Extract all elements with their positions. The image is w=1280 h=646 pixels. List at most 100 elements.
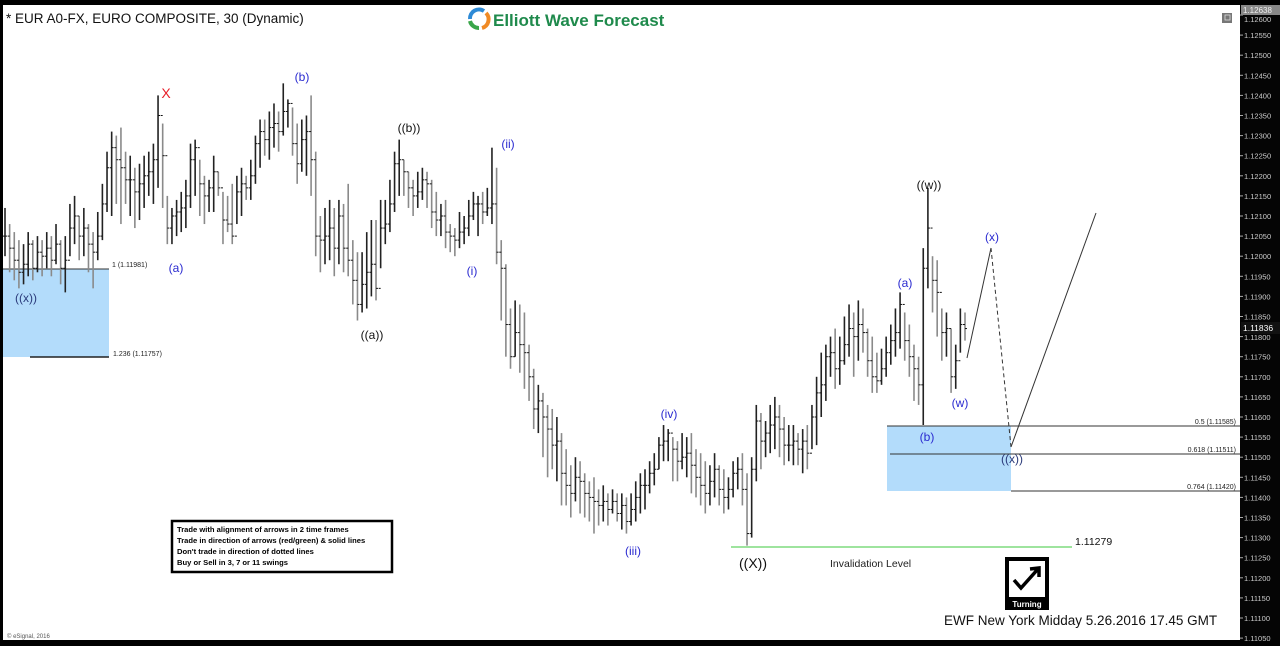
ohlc-bar [545,404,550,478]
ohlc-bar [494,167,499,265]
ohlc-bar [564,449,569,506]
ohlc-bar [559,433,564,506]
ohlc-bar [591,477,596,534]
ohlc-bar [285,99,290,128]
ohlc-bar [656,437,661,470]
ohlc-bar [536,384,541,434]
y-tick-label: 1.11150 [1244,594,1270,603]
y-tick-label: 1.12600 [1244,15,1271,24]
wave-label-ii: (ii) [501,137,514,151]
ohlc-bar [169,207,174,245]
y-tick-label: 1.11600 [1244,413,1271,422]
ohlc-bar [309,95,314,196]
y-tick-label: 1.12300 [1244,132,1271,141]
ohlc-bar [587,481,592,522]
y-tick-label: 1.11500 [1244,453,1271,462]
ohlc-bar [953,344,958,389]
ohlc-bar [772,396,777,450]
ohlc-bar [833,328,838,389]
ohlc-bar [610,489,615,514]
ohlc-bar [123,151,128,204]
wave-label-bb: ((b)) [398,121,421,135]
ohlc-bar [462,216,467,245]
ohlc-bar [888,324,893,365]
ohlc-bar [554,417,559,482]
ohlc-bar [847,304,852,357]
ohlc-bar [457,211,462,249]
ohlc-bar [327,199,332,261]
wave-label-X: X [161,85,171,101]
ohlc-bar [151,143,156,204]
window-restore-icon[interactable] [1222,13,1232,23]
ohlc-bar [109,131,114,216]
ohlc-bar [949,328,954,393]
fib-left-bottom-label: 1.236 (1.11757) [113,351,162,358]
ohlc-bar [183,179,188,229]
fib-zone-right [887,426,1011,491]
ohlc-bar [684,437,689,478]
ohlc-bar [234,175,239,237]
ohlc-bar [726,477,731,510]
ohlc-bar [842,316,847,365]
ohlc-bar [281,83,286,136]
y-tick-label: 1.11900 [1244,292,1271,301]
y-tick-label: 1.12150 [1244,192,1271,201]
ohlc-bar [689,433,694,494]
ohlc-bar [930,227,935,313]
invalidation-label: Invalidation Level [830,558,911,570]
ohlc-bar [95,211,100,261]
info-line-3: Don't trade in direction of dotted lines [177,547,314,556]
wave-label-xx-left: ((x)) [15,291,37,305]
ohlc-bar [638,473,643,514]
ohlc-bar [114,135,119,204]
ohlc-bar [522,312,527,389]
ohlc-bar [230,183,235,245]
wave-label-aa: ((a)) [361,328,384,342]
y-tick-label: 1.11800 [1244,333,1271,342]
ohlc-bar [874,352,879,393]
ohlc-bar [629,493,634,526]
y-tick-label: 1.12550 [1244,31,1271,40]
ohlc-bar [146,151,151,196]
wave-label-ww: ((w)) [917,178,942,192]
ohlc-bar [870,336,875,393]
ohlc-bar [202,175,207,225]
ohlc-bar [406,171,411,208]
ohlc-bar [670,432,675,482]
y-tick-label: 1.11100 [1244,614,1270,623]
ohlc-bar [745,473,750,546]
ohlc-bar [72,195,77,245]
wave-label-i: (i) [467,264,478,278]
fib-left-top-label: 1 (1.11981) [112,262,147,269]
ohlc-bar [661,425,666,462]
ohlc-bar [137,163,142,221]
ohlc-bar [907,324,912,377]
y-tick-label: 1.12200 [1244,172,1271,181]
ohlc-bar [476,195,481,237]
ohlc-bar [179,191,184,233]
ohlc-bar [837,336,842,385]
ohlc-bar [346,183,351,277]
ohlc-bar [360,252,365,313]
ohlc-bar [796,433,801,466]
wave-label-xx-right: ((x)) [1001,452,1023,466]
ohlc-bar [754,404,759,482]
ohlc-bar [578,461,583,514]
y-tick-label: 1.11200 [1244,574,1271,583]
ohlc-bar [220,187,225,245]
ohlc-bar [443,199,448,249]
ohlc-bar [740,453,745,506]
ohlc-bar [364,232,369,309]
ohlc-bar [601,485,606,522]
wave-label-w: (w) [952,396,969,410]
ohlc-bar [295,123,300,184]
y-tick-label: 1.12050 [1244,232,1271,241]
fib-label-0.5: 0.5 (1.11585) [1195,419,1236,426]
last-price-tag: 1.11836 [1243,323,1273,333]
y-tick-label: 1.12250 [1244,152,1271,161]
ohlc-bar [448,224,453,253]
ohlc-bar [489,147,494,225]
ohlc-bar [643,469,647,510]
ohlc-bar [271,103,276,148]
